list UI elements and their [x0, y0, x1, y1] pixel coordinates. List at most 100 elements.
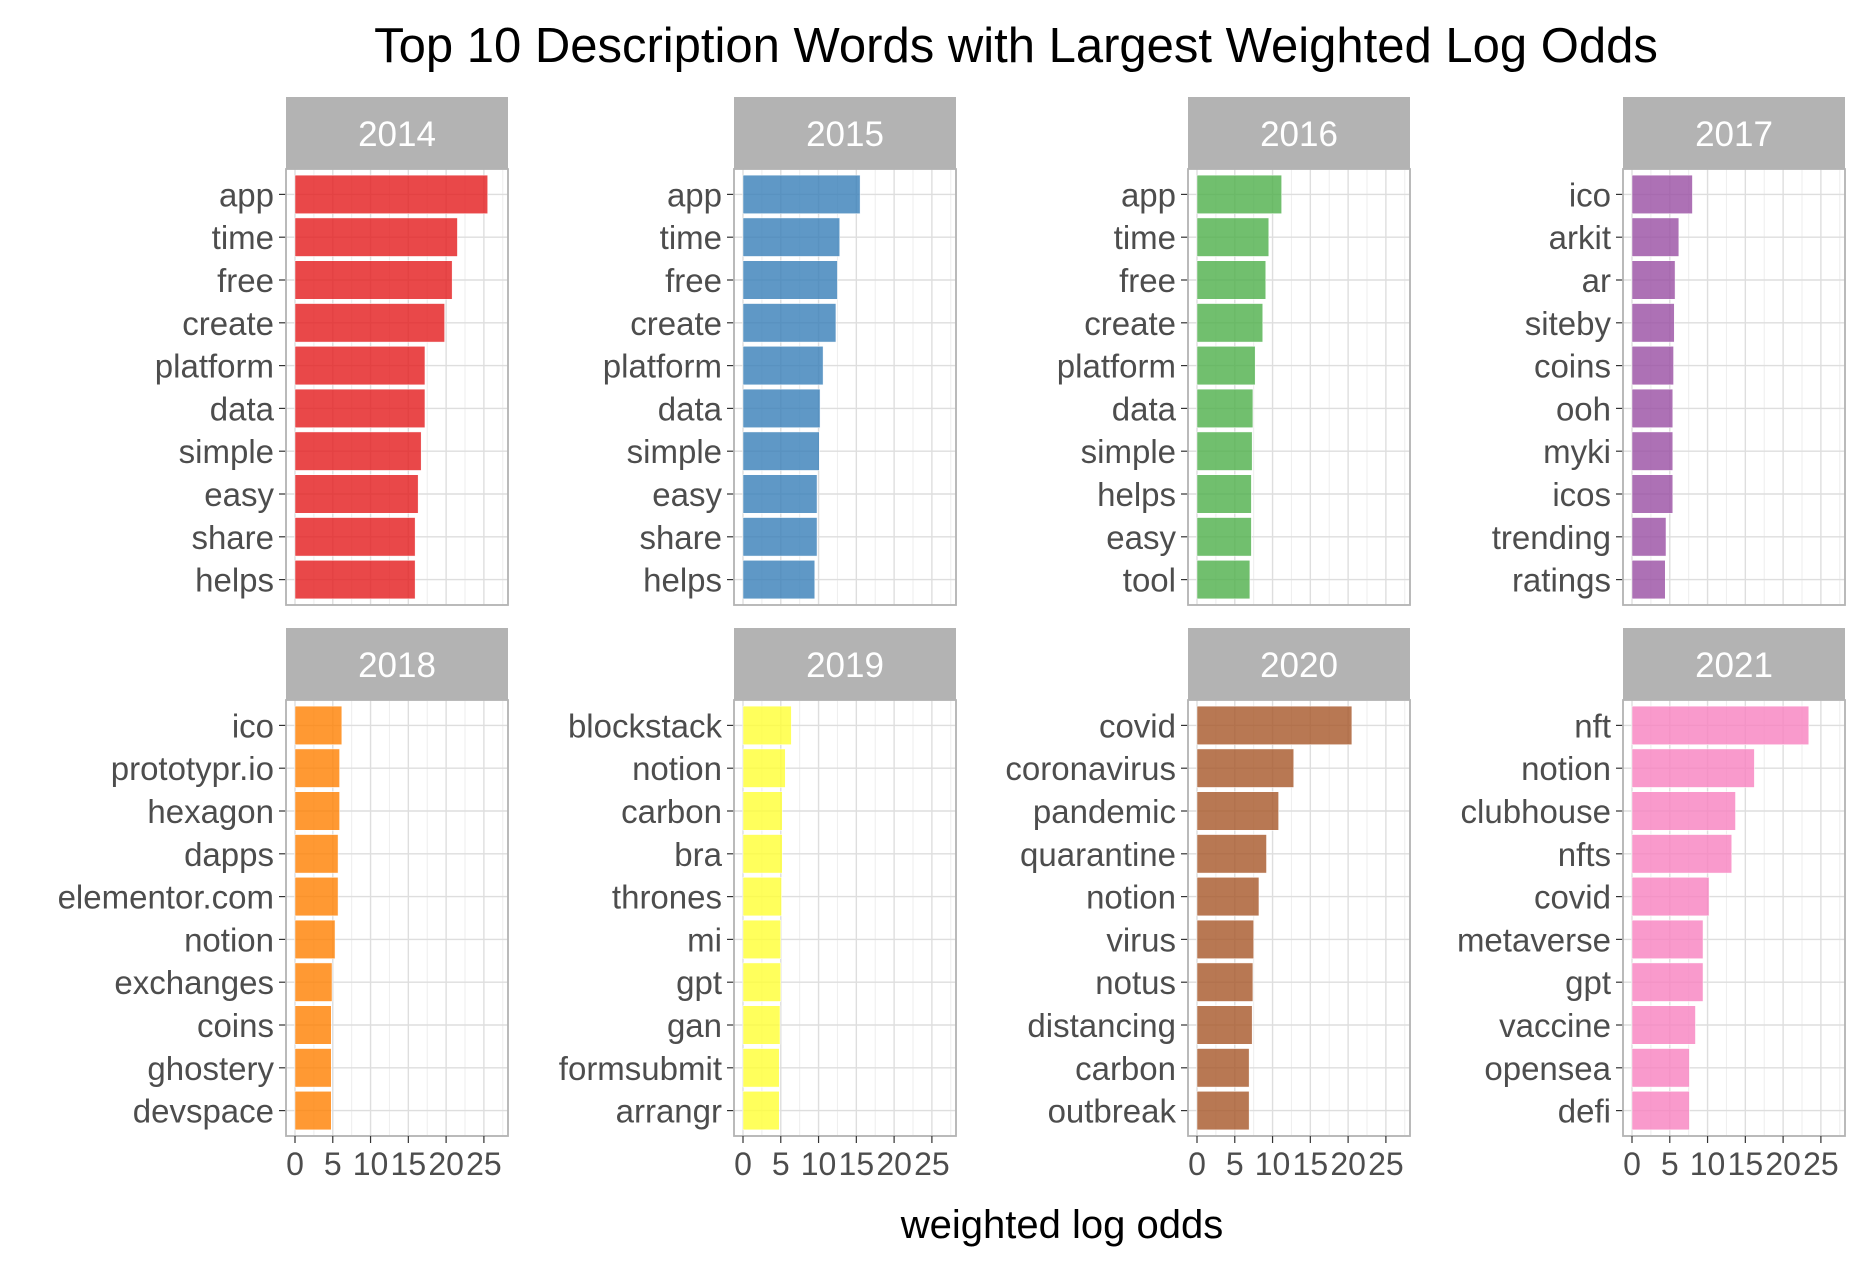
panel-border — [733, 168, 957, 606]
x-tick-label: 25 — [466, 1146, 502, 1182]
bar — [294, 1091, 332, 1131]
bar — [294, 919, 336, 959]
bar — [294, 1005, 332, 1045]
bar — [742, 748, 786, 788]
panel-border — [1622, 168, 1846, 606]
y-tick-label: easy — [652, 476, 722, 513]
bar — [294, 517, 416, 557]
x-tick-label: 20 — [876, 1146, 912, 1182]
x-tick-label: 0 — [1623, 1146, 1641, 1182]
y-tick-label: time — [212, 219, 274, 256]
y-tick-label: covid — [1534, 879, 1611, 916]
bar — [1631, 1005, 1696, 1045]
x-axis-label: weighted log odds — [900, 1203, 1223, 1247]
bar — [294, 174, 488, 214]
bar — [1631, 560, 1666, 600]
bar — [1631, 791, 1736, 831]
y-tick-label: ghostery — [147, 1050, 274, 1087]
x-tick-label: 0 — [286, 1146, 304, 1182]
bar — [742, 1005, 781, 1045]
bar — [1196, 919, 1254, 959]
bar — [1196, 303, 1263, 343]
bar — [742, 303, 837, 343]
y-tick-label: formsubmit — [559, 1050, 722, 1087]
y-tick-label: virus — [1106, 921, 1176, 958]
x-tick-label: 5 — [324, 1146, 342, 1182]
bar — [1631, 877, 1710, 917]
y-tick-label: distancing — [1027, 1007, 1176, 1044]
x-tick-label: 5 — [772, 1146, 790, 1182]
bar — [1196, 346, 1256, 386]
y-tick-label: thrones — [612, 879, 722, 916]
bar — [742, 517, 818, 557]
bar — [1196, 877, 1260, 917]
bar — [1631, 1091, 1690, 1131]
y-tick-label: notion — [1086, 879, 1176, 916]
y-tick-label: ico — [1569, 176, 1611, 213]
bar — [742, 1048, 780, 1088]
y-tick-label: nfts — [1558, 836, 1611, 873]
panel-border — [733, 699, 957, 1137]
bar — [1196, 1048, 1250, 1088]
y-tick-label: vaccine — [1499, 1007, 1611, 1044]
bar — [1196, 174, 1282, 214]
y-tick-label: outbreak — [1048, 1093, 1177, 1130]
bar — [294, 346, 426, 386]
y-tick-label: mi — [687, 921, 722, 958]
y-tick-label: quarantine — [1020, 836, 1176, 873]
bar — [1631, 705, 1810, 745]
bar — [294, 560, 416, 600]
facet-strip — [286, 628, 508, 700]
facet-strip-label: 2019 — [806, 646, 884, 685]
bar — [1631, 260, 1676, 300]
x-tick-label: 10 — [1690, 1146, 1726, 1182]
x-tick-label: 15 — [1728, 1146, 1764, 1182]
bar — [1196, 260, 1267, 300]
y-tick-label: data — [658, 390, 723, 427]
y-tick-label: gpt — [1565, 964, 1611, 1001]
bar — [1196, 217, 1270, 257]
y-tick-label: app — [667, 176, 722, 213]
y-tick-label: notion — [184, 921, 274, 958]
bar — [1631, 919, 1704, 959]
bar — [294, 388, 426, 428]
x-tick-label: 15 — [391, 1146, 427, 1182]
y-tick-label: easy — [1106, 519, 1176, 556]
y-tick-label: carbon — [1075, 1050, 1176, 1087]
bar — [1631, 303, 1675, 343]
panel-border — [1187, 168, 1411, 606]
bar — [294, 748, 340, 788]
y-tick-label: coins — [197, 1007, 274, 1044]
bar — [1196, 748, 1294, 788]
y-tick-label: icos — [1552, 476, 1611, 513]
y-tick-label: ico — [232, 707, 274, 744]
y-tick-label: helps — [643, 562, 722, 599]
y-tick-label: platform — [155, 348, 274, 385]
bar — [742, 174, 861, 214]
y-tick-label: helps — [195, 562, 274, 599]
chart-title: Top 10 Description Words with Largest We… — [374, 19, 1658, 73]
bar — [742, 919, 782, 959]
y-tick-label: blockstack — [568, 707, 723, 744]
bar — [742, 1091, 780, 1131]
y-tick-label: ar — [1582, 262, 1611, 299]
y-tick-label: tool — [1123, 562, 1176, 599]
bar — [742, 346, 824, 386]
y-tick-label: create — [630, 305, 722, 342]
bar — [1196, 791, 1279, 831]
y-tick-label: notus — [1095, 964, 1176, 1001]
y-tick-label: notion — [632, 750, 722, 787]
x-tick-label: 20 — [1765, 1146, 1801, 1182]
bar — [742, 560, 816, 600]
bar — [1631, 748, 1755, 788]
y-tick-label: coronavirus — [1005, 750, 1176, 787]
bar — [1631, 834, 1732, 874]
facet-strip-label: 2015 — [806, 115, 884, 154]
bar — [742, 388, 821, 428]
y-tick-label: ooh — [1556, 390, 1611, 427]
bar — [1196, 474, 1252, 514]
facet-strip-label: 2020 — [1260, 646, 1338, 685]
bar — [294, 1048, 332, 1088]
y-tick-label: app — [1121, 176, 1176, 213]
bar — [742, 962, 782, 1002]
